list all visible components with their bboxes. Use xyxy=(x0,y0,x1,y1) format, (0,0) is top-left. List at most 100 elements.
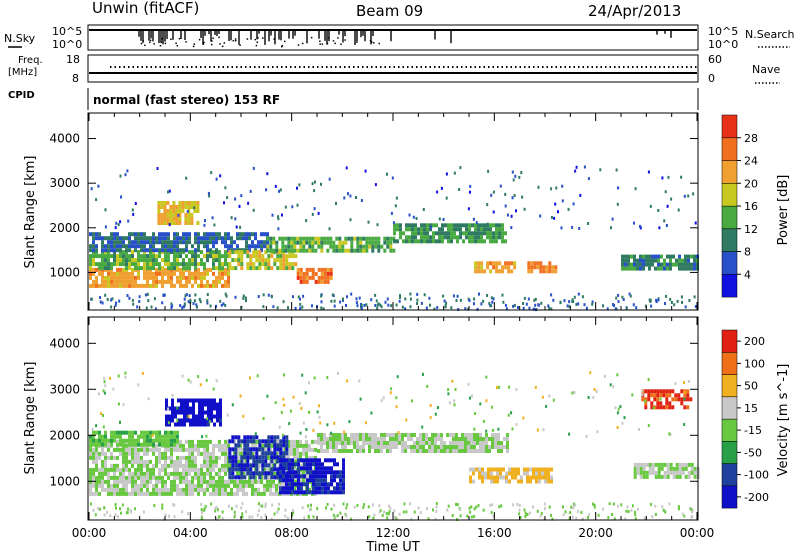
echo-cell xyxy=(234,475,238,480)
echo-cell xyxy=(288,474,291,479)
echo-cell xyxy=(216,508,219,512)
echo-cell xyxy=(131,267,134,272)
echo-cell xyxy=(98,434,101,439)
echo-cell xyxy=(180,410,183,415)
echo-cell xyxy=(125,455,128,460)
echo-cell xyxy=(263,240,266,245)
echo-cell xyxy=(414,235,417,240)
echo-cell xyxy=(273,443,277,448)
echo-cell xyxy=(308,455,311,460)
echo-cell xyxy=(321,474,324,479)
echo-cell xyxy=(341,297,344,301)
echo-cell xyxy=(315,474,318,479)
echo-cell xyxy=(302,471,305,476)
echo-cell xyxy=(543,502,546,506)
echo-cell xyxy=(642,474,646,479)
echo-cell xyxy=(215,483,218,488)
echo-cell xyxy=(371,244,375,249)
echo-cell xyxy=(110,442,113,447)
echo-cell xyxy=(131,483,134,488)
echo-cell xyxy=(98,455,101,460)
echo-cell xyxy=(266,394,269,398)
echo-cell xyxy=(493,467,496,472)
echo-cell xyxy=(188,439,191,444)
echo-cell xyxy=(548,394,551,398)
echo-cell xyxy=(201,418,204,423)
echo-cell xyxy=(452,449,455,453)
echo-cell xyxy=(252,475,256,480)
echo-cell xyxy=(444,223,447,228)
echo-cell xyxy=(344,433,347,437)
echo-cell xyxy=(215,455,218,460)
echo-cell xyxy=(119,267,122,272)
echo-cell xyxy=(494,441,497,445)
echo-cell xyxy=(174,414,177,419)
echo-cell xyxy=(185,483,188,488)
echo-cell xyxy=(170,434,173,439)
echo-cell xyxy=(182,232,185,237)
echo-cell xyxy=(101,479,104,484)
echo-cell xyxy=(89,266,92,271)
echo-cell xyxy=(122,250,125,255)
echo-cell xyxy=(276,306,279,310)
echo-cell xyxy=(218,439,221,444)
echo-cell xyxy=(194,266,197,271)
echo-cell xyxy=(279,490,282,495)
echo-cell xyxy=(98,430,101,435)
echo-cell xyxy=(285,471,289,476)
echo-cell xyxy=(90,297,93,301)
echo-cell xyxy=(399,296,401,299)
echo-cell xyxy=(146,271,149,276)
echo-cell xyxy=(648,262,651,267)
echo-cell xyxy=(497,437,500,441)
y-tick-label: 3000 xyxy=(49,176,80,190)
echo-cell xyxy=(134,487,137,492)
echo-cell xyxy=(575,165,578,169)
echo-cell xyxy=(122,479,125,484)
echo-cell xyxy=(185,283,188,288)
echo-cell xyxy=(302,236,306,241)
colorbar-tick-label: 4 xyxy=(744,268,751,281)
echo-cell xyxy=(155,475,158,480)
echo-cell xyxy=(435,502,438,505)
echo-cell xyxy=(380,449,383,453)
echo-cell xyxy=(447,504,450,508)
echo-cell xyxy=(92,267,95,272)
echo-cell xyxy=(195,398,198,403)
echo-cell xyxy=(377,437,380,441)
echo-cell xyxy=(239,443,242,448)
echo-cell xyxy=(206,455,209,460)
echo-cell xyxy=(299,443,302,448)
echo-cell xyxy=(176,443,179,448)
velocity-x-ticks xyxy=(88,317,698,520)
echo-cell xyxy=(149,430,152,435)
echo-cell xyxy=(465,223,468,228)
echo-cell xyxy=(448,401,451,405)
echo-cell xyxy=(474,412,477,415)
echo-cell xyxy=(98,483,101,488)
echo-cell xyxy=(274,184,277,188)
echo-cell xyxy=(510,261,514,266)
echo-cell xyxy=(192,414,195,419)
echo-cell xyxy=(131,487,134,492)
echo-cell xyxy=(152,467,155,472)
echo-cell xyxy=(172,209,176,213)
echo-cell xyxy=(180,422,183,427)
echo-cell xyxy=(496,467,499,472)
echo-cell xyxy=(326,271,330,276)
echo-cell xyxy=(203,275,206,280)
echo-cell xyxy=(234,217,237,221)
echo-cell xyxy=(691,514,694,518)
echo-cell xyxy=(92,262,95,267)
echo-cell xyxy=(186,402,189,407)
echo-cell xyxy=(469,190,471,194)
echo-cell xyxy=(362,236,366,241)
echo-cell xyxy=(441,231,444,236)
echo-cell xyxy=(179,275,182,280)
echo-cell xyxy=(290,439,293,444)
echo-cell xyxy=(191,447,194,452)
echo-cell xyxy=(595,390,598,393)
echo-cell xyxy=(636,470,640,475)
echo-cell xyxy=(206,459,209,464)
